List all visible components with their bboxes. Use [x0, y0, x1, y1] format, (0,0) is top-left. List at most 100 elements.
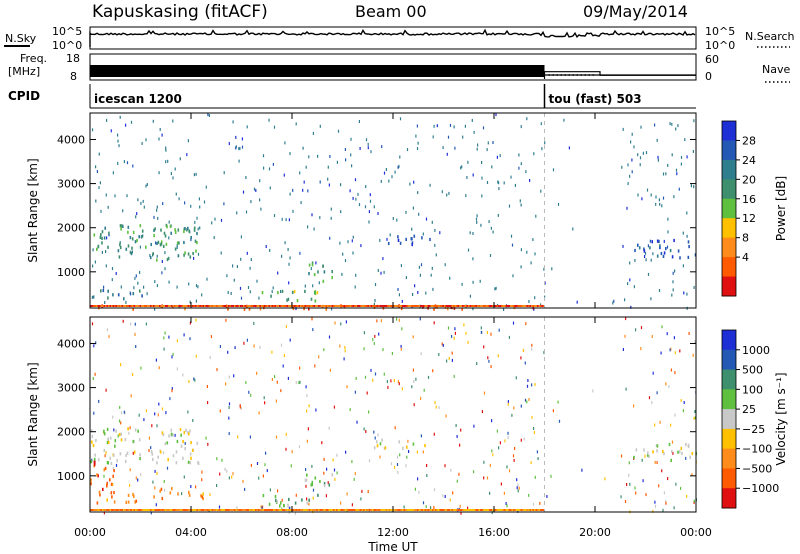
- scatter-point: [333, 405, 335, 409]
- scatter-point: [659, 202, 661, 206]
- scatter-point: [686, 155, 688, 159]
- scatter-point: [334, 477, 336, 481]
- scatter-point: [527, 379, 529, 382]
- scatter-point: [490, 332, 492, 336]
- data-cell: [673, 238, 675, 243]
- scatter-point: [604, 477, 606, 481]
- ground-scatter: [468, 509, 470, 511]
- data-cell: [118, 432, 121, 437]
- data-cell: [123, 297, 125, 301]
- scatter-point: [274, 375, 276, 379]
- data-cell: [113, 469, 115, 473]
- ground-scatter: [523, 509, 525, 511]
- data-cell: [379, 442, 382, 446]
- scatter-point: [354, 390, 356, 394]
- scatter-point: [498, 181, 500, 185]
- scatter-point: [306, 394, 308, 398]
- scatter-point: [506, 465, 508, 469]
- data-cell: [159, 450, 162, 454]
- data-cell: [670, 458, 672, 462]
- colorbar-label: Velocity [m s⁻¹]: [774, 372, 788, 465]
- scatter-point: [476, 220, 478, 224]
- scatter-point: [520, 203, 522, 207]
- scatter-point: [662, 508, 664, 512]
- scatter-point: [283, 173, 285, 177]
- scatter-point: [383, 171, 386, 175]
- data-cell: [656, 254, 659, 258]
- ground-scatter: [288, 305, 290, 307]
- data-cell: [262, 494, 265, 498]
- data-cell: [106, 461, 109, 465]
- ground-scatter: [304, 509, 306, 511]
- scatter-point: [531, 415, 533, 419]
- ground-scatter: [319, 305, 321, 307]
- scatter-point: [637, 153, 639, 157]
- scatter-point: [465, 194, 467, 198]
- data-cell: [96, 501, 99, 505]
- ground-scatter: [159, 305, 161, 307]
- scatter-point: [174, 433, 176, 437]
- scatter-point: [163, 480, 165, 483]
- scatter-point: [374, 334, 376, 338]
- scatter-point: [130, 322, 132, 326]
- scatter-point: [444, 464, 446, 468]
- scatter-point: [422, 450, 424, 454]
- data-cell: [308, 263, 311, 267]
- scatter-point: [299, 251, 301, 255]
- data-cell: [120, 438, 123, 442]
- ground-scatter: [432, 509, 434, 511]
- scatter-point: [635, 328, 637, 332]
- data-cell: [125, 247, 128, 251]
- scatter-point: [550, 474, 552, 478]
- ground-scatter: [507, 305, 509, 307]
- ground-scatter: [186, 509, 188, 511]
- data-cell: [687, 443, 690, 447]
- scatter-point: [453, 125, 455, 129]
- scatter-point: [165, 411, 167, 415]
- ground-scatter: [123, 509, 125, 511]
- ground-scatter: [465, 509, 467, 511]
- ground-scatter: [484, 305, 486, 307]
- scatter-point: [188, 380, 190, 383]
- data-cell: [171, 487, 173, 491]
- data-cell: [91, 434, 94, 438]
- data-cell: [293, 289, 296, 294]
- ground-scatter: [504, 305, 506, 307]
- scatter-point: [662, 172, 665, 176]
- scatter-point: [96, 170, 98, 173]
- scatter-point: [169, 397, 171, 401]
- y-tick-label: 1000: [57, 266, 85, 279]
- scatter-point: [693, 119, 695, 123]
- scatter-point: [117, 139, 119, 143]
- ground-scatter: [331, 305, 333, 307]
- ground-scatter: [525, 509, 527, 511]
- scatter-point: [568, 146, 570, 150]
- scatter-point: [298, 445, 301, 449]
- nsky-label: N.Sky: [5, 32, 37, 45]
- data-cell: [190, 456, 192, 460]
- scatter-point: [452, 491, 454, 495]
- scatter-point: [433, 321, 435, 325]
- nsky-trace: [89, 28, 696, 47]
- ground-scatter: [325, 509, 327, 511]
- ground-scatter: [417, 509, 419, 511]
- ground-scatter: [147, 305, 149, 307]
- scatter-point: [91, 322, 94, 326]
- ground-scatter: [409, 509, 411, 511]
- y-axis-label: Slant Range [km]: [26, 362, 40, 466]
- scatter-point: [519, 199, 521, 203]
- scatter-point: [115, 272, 117, 275]
- scatter-point: [665, 382, 667, 386]
- scatter-point: [329, 155, 331, 158]
- y-tick-label: 2000: [57, 222, 85, 235]
- scatter-point: [425, 291, 427, 295]
- data-cell: [187, 460, 190, 464]
- scatter-point: [680, 486, 682, 490]
- scatter-point: [672, 451, 674, 455]
- scatter-point: [323, 457, 325, 461]
- scatter-point: [228, 142, 230, 146]
- ground-scatter: [487, 509, 489, 511]
- colorbar-tick-label: −1000: [742, 482, 779, 495]
- ground-scatter: [319, 509, 321, 511]
